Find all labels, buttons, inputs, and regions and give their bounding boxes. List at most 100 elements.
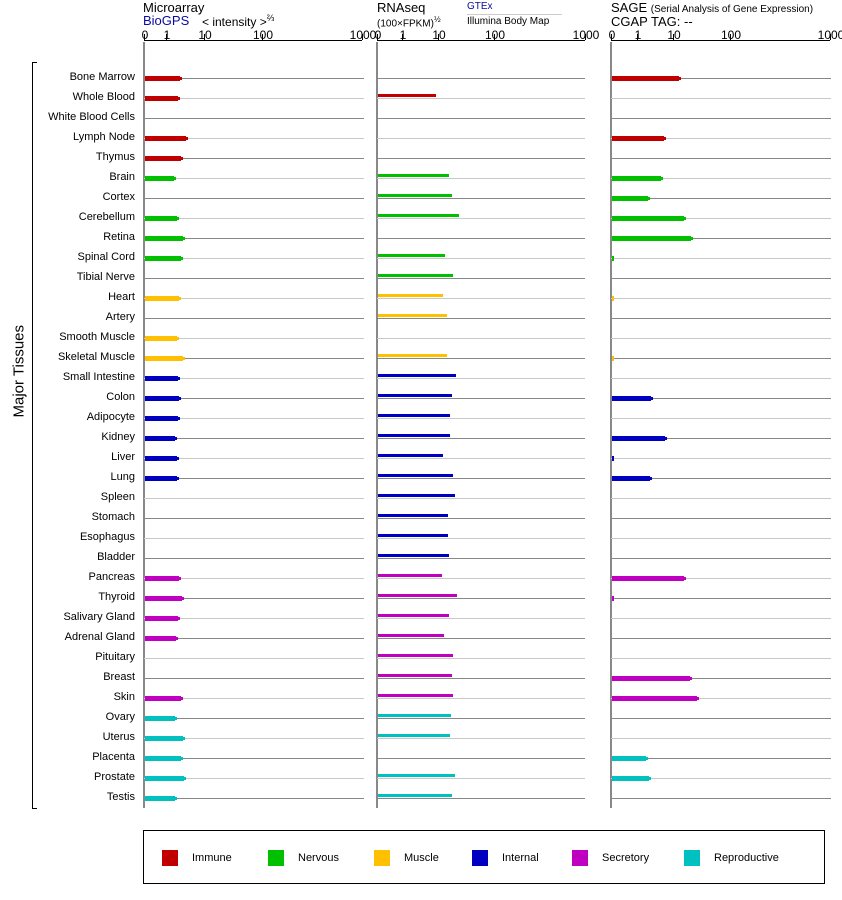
bar-cap	[690, 236, 693, 240]
bar-rnaseq	[378, 494, 455, 497]
tissue-label: Salivary Gland	[63, 611, 135, 623]
gridline	[611, 398, 831, 399]
tissue-label: Smooth Muscle	[59, 331, 135, 343]
tissue-label: Testis	[106, 791, 135, 803]
tissue-label: Artery	[105, 311, 135, 323]
gridline	[144, 598, 364, 599]
legend-item-nervous: Nervous	[268, 850, 339, 866]
tissue-label: Colon	[106, 391, 135, 403]
gridline	[144, 78, 364, 79]
tissue-label: Heart	[108, 291, 135, 303]
bar-microarray	[145, 415, 178, 421]
rnaseq-tick-label: 1	[399, 28, 407, 42]
bar-rnaseq	[378, 474, 453, 477]
biogps-link[interactable]: BioGPS	[143, 13, 190, 28]
tissue-label: Esophagus	[79, 531, 135, 543]
legend-label: Nervous	[298, 852, 339, 864]
legend-item-reproductive: Reproductive	[684, 850, 779, 866]
tissue-label: Brain	[109, 171, 135, 183]
bar-sage	[612, 295, 614, 301]
sage-title-text: SAGE	[611, 0, 648, 15]
bar-sage	[612, 175, 661, 181]
legend-label: Secretory	[602, 852, 650, 864]
bar-sage	[612, 775, 649, 781]
cgap-tag: CGAP TAG: --	[611, 14, 693, 29]
bar-microarray	[145, 355, 183, 361]
bar-rnaseq	[378, 314, 448, 317]
gridline	[611, 238, 831, 239]
tissue-label: Cortex	[102, 191, 135, 203]
tissue-label: Small Intestine	[62, 371, 135, 383]
gridline	[611, 258, 831, 259]
bar-sage	[612, 575, 685, 581]
bar-microarray	[145, 755, 182, 761]
gtex-link[interactable]: GTEx	[467, 1, 493, 12]
bar-cap	[174, 796, 177, 800]
gridline	[377, 598, 585, 599]
bar-rnaseq	[378, 534, 449, 537]
legend-label: Immune	[192, 852, 232, 864]
bar-cap	[185, 136, 188, 140]
gridline	[144, 438, 364, 439]
bar-cap	[182, 236, 185, 240]
gridline	[377, 278, 585, 279]
gridline	[377, 118, 585, 119]
gridline	[144, 178, 364, 179]
bar-sage	[612, 135, 664, 141]
bar-cap	[661, 176, 663, 180]
bar-cap	[665, 436, 667, 440]
gridline	[611, 178, 831, 179]
bar-rnaseq	[378, 394, 452, 397]
bar-microarray	[145, 795, 175, 801]
gridline	[611, 638, 831, 639]
bar-rnaseq	[378, 734, 450, 737]
bar-cap	[182, 596, 185, 600]
y-axis-label: Major Tissues	[10, 324, 28, 418]
tissue-label: Bladder	[97, 551, 135, 563]
gridline	[611, 758, 831, 759]
gridline	[611, 538, 831, 539]
gridline	[377, 718, 585, 719]
bar-microarray	[145, 75, 180, 81]
bar-microarray	[145, 595, 183, 601]
gridline	[377, 438, 585, 439]
bar-cap	[177, 616, 180, 620]
rnaseq-tick-label: 0	[374, 28, 382, 42]
bar-microarray	[145, 155, 182, 161]
tissue-label: Cerebellum	[78, 211, 135, 223]
gridline	[377, 98, 585, 99]
gridline	[144, 738, 364, 739]
bar-cap	[697, 696, 699, 700]
legend-item-internal: Internal	[472, 850, 539, 866]
microarray-title: Microarray	[143, 0, 205, 15]
bar-rnaseq	[378, 254, 446, 257]
bar-cap	[684, 576, 687, 580]
gridline	[611, 318, 831, 319]
bar-sage	[612, 255, 614, 261]
bar-microarray	[145, 295, 180, 301]
tissue-label: Thymus	[95, 151, 135, 163]
microarray-tick-mark	[166, 34, 167, 40]
gridline	[611, 578, 831, 579]
gridline	[144, 98, 364, 99]
bar-sage	[612, 455, 614, 461]
bar-microarray	[145, 615, 178, 621]
bar-cap	[689, 676, 692, 680]
sage-tick-mark	[673, 34, 674, 40]
bar-cap	[177, 96, 180, 100]
bar-sage	[612, 595, 614, 601]
microarray-tick-mark	[144, 34, 145, 40]
microarray-tick-label: 10	[198, 28, 212, 42]
bar-rnaseq	[378, 414, 450, 417]
bar-rnaseq	[378, 674, 452, 677]
gridline	[144, 258, 364, 259]
sage-tick-label: 100	[720, 28, 742, 42]
rnaseq-tick-mark	[402, 34, 403, 40]
microarray-baseline	[143, 42, 145, 808]
gridline	[144, 198, 364, 199]
gridline	[144, 638, 364, 639]
gridline	[377, 578, 585, 579]
gridline	[144, 358, 364, 359]
bar-microarray	[145, 575, 180, 581]
gridline	[611, 338, 831, 339]
